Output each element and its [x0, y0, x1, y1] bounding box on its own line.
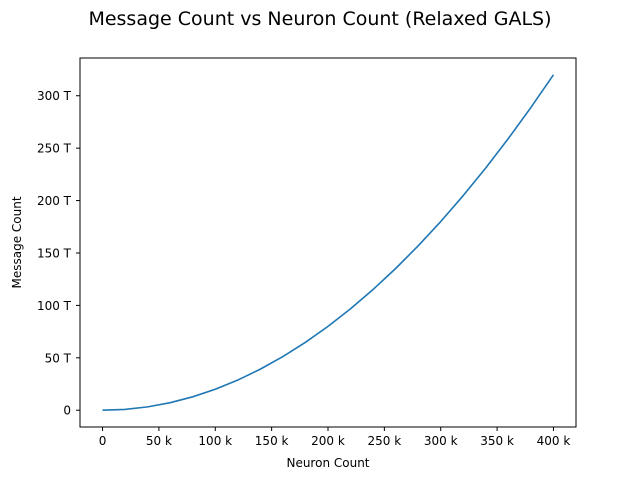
y-tick-label: 0	[63, 404, 71, 418]
y-axis-ticks: 0 50 T 100 T 150 T 200 T 250 T 300 T	[37, 89, 80, 418]
y-axis-label: Message Count	[10, 196, 24, 288]
x-tick-label: 0	[99, 434, 107, 448]
y-tick-label: 150 T	[37, 246, 72, 260]
x-tick-label: 200 k	[311, 434, 345, 448]
y-tick-label: 250 T	[37, 142, 72, 156]
plot-area	[102, 74, 555, 412]
y-tick-label: 50 T	[45, 351, 72, 365]
x-tick-label: 150 k	[255, 434, 289, 448]
y-tick-label: 100 T	[37, 299, 72, 313]
x-tick-label: 400 k	[537, 434, 571, 448]
x-tick-label: 250 k	[368, 434, 402, 448]
x-tick-label: 350 k	[480, 434, 514, 448]
x-tick-label: 100 k	[198, 434, 232, 448]
chart-title: Message Count vs Neuron Count (Relaxed G…	[88, 8, 551, 30]
y-tick-label: 200 T	[37, 194, 72, 208]
x-axis-label: Neuron Count	[286, 456, 369, 470]
axes-frame	[79, 57, 577, 428]
series-line-0	[102, 74, 555, 412]
y-tick-label: 300 T	[37, 89, 72, 103]
x-tick-label: 50 k	[146, 434, 172, 448]
x-tick-label: 300 k	[424, 434, 458, 448]
x-axis-ticks: 0 50 k 100 k 150 k 200 k 250 k 300 k 350 k 400 k	[99, 427, 571, 448]
